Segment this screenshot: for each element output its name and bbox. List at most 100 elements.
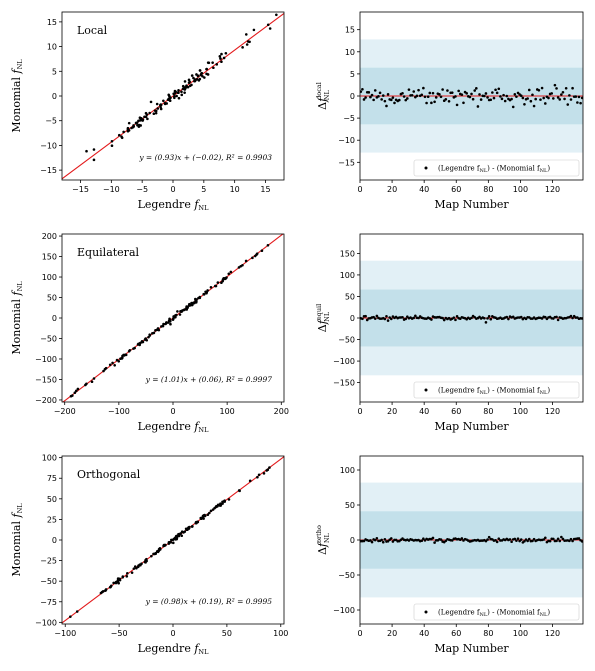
plot-area [62,12,284,180]
data-point [148,334,152,337]
data-point [486,538,489,541]
data-point [548,539,552,543]
data-point [556,318,560,322]
data-point [561,90,565,94]
data-point [412,90,416,93]
data-point [187,526,191,530]
data-point [364,96,367,99]
panel-3: Equilateral y = (1.01)x + (0.06), R² = 0.… [10,232,289,434]
data-point [494,538,497,542]
data-point [564,86,568,90]
data-point [441,88,444,91]
data-point [574,95,578,98]
data-point [415,94,419,98]
data-point [389,537,393,540]
y-tick-label: −50 [338,571,355,580]
data-point [483,94,486,98]
data-point [505,94,509,98]
data-point [508,538,512,541]
data-point [450,539,454,542]
data-point [241,263,244,267]
y-tick-label: 75 [47,474,57,483]
data-point [181,84,185,88]
data-point [255,252,259,256]
data-point [420,539,424,542]
x-tick-label: 0 [170,407,175,416]
data-point [492,96,496,100]
data-point [109,585,112,589]
data-point [484,92,488,95]
fit-annotation: y = (0.98)x + (0.19), R² = 0.9995 [145,597,273,606]
data-point [128,348,132,352]
y-axis-label: Monomial fNL [10,281,24,355]
data-point [132,567,136,570]
data-point [531,539,534,543]
data-point [571,539,574,543]
data-point [203,76,206,79]
data-point [495,540,499,544]
x-tick-label: 40 [419,629,429,638]
data-point [471,97,475,101]
data-point [431,91,435,95]
data-point [190,83,193,87]
y-tick-label: −100 [333,606,355,615]
x-tick-label: −10 [103,185,120,194]
data-point [491,91,494,94]
y-tick-label: −5 [45,117,57,126]
data-point [237,266,241,269]
data-point [275,13,278,17]
data-point [224,51,228,55]
y-tick-label: 10 [345,48,355,57]
x-axis-label: Map Number [434,198,509,211]
data-point [162,322,165,326]
data-point [406,315,409,318]
data-point [475,87,478,90]
data-point [191,524,194,528]
y-tick-label: 10 [47,43,57,52]
data-point [373,89,377,92]
data-point [406,97,409,100]
legend-box [413,159,580,177]
data-point [237,489,241,492]
y-tick-label: 50 [345,501,355,510]
data-point [140,339,144,343]
data-point [446,89,449,92]
data-point [219,504,222,507]
data-point [444,98,448,101]
data-point [576,101,579,104]
data-point [122,130,125,134]
data-point [385,314,388,318]
x-tick-label: 0 [357,185,362,194]
data-point [125,575,129,578]
y-tick-label: 0 [350,536,355,545]
data-point [76,387,80,391]
data-point [398,98,401,102]
x-axis-label: Legendre fNL [138,642,210,656]
y-tick-label: −150 [35,375,57,384]
data-point [434,96,438,99]
data-point [183,86,187,90]
data-point [526,97,529,100]
data-point [257,473,261,477]
data-point [442,318,446,322]
data-point [402,95,406,98]
x-axis-label: Map Number [434,642,509,655]
data-point [154,109,158,113]
data-point [420,93,424,97]
data-point [178,532,182,536]
data-point [117,360,121,363]
x-tick-label: −5 [136,185,148,194]
data-point [404,98,408,102]
data-point [177,88,180,92]
data-point [558,98,562,101]
data-point [483,316,486,320]
legend-marker [424,610,428,614]
y-tick-label: 50 [47,495,57,504]
data-point [167,321,170,324]
data-point [154,329,157,332]
x-tick-label: 60 [451,629,461,638]
data-point [571,86,574,90]
x-tick-label: −100 [54,629,76,638]
y-tick-label: −10 [338,136,355,145]
y-axis-label: ΔflocalNL [315,82,331,110]
